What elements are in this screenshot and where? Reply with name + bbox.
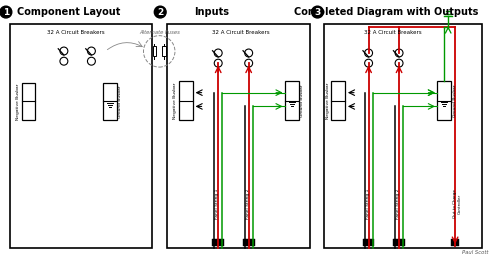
Text: 1: 1	[3, 8, 9, 17]
Bar	[285, 81, 299, 120]
Text: Ground Busbar: Ground Busbar	[300, 84, 304, 117]
Bar	[451, 239, 455, 246]
Bar	[103, 83, 117, 120]
Text: Ground Busbar: Ground Busbar	[118, 85, 122, 118]
Text: Ground Busbar: Ground Busbar	[452, 84, 456, 117]
Text: Panel String 2: Panel String 2	[246, 188, 250, 219]
Text: Alternate Fuses: Alternate Fuses	[139, 30, 179, 35]
Circle shape	[312, 6, 324, 18]
Text: 32 A Circuit Breakers: 32 A Circuit Breakers	[212, 30, 270, 35]
Bar	[10, 24, 152, 248]
Bar	[324, 24, 482, 248]
Text: 2: 2	[157, 8, 164, 17]
Bar	[216, 239, 220, 246]
Bar	[212, 239, 216, 246]
Text: 3: 3	[314, 8, 320, 17]
Circle shape	[154, 6, 166, 18]
Text: Negative Busbar: Negative Busbar	[326, 82, 330, 119]
Bar	[438, 81, 451, 120]
Text: 32 A Circuit Breakers: 32 A Circuit Breakers	[364, 30, 422, 35]
Bar	[167, 24, 310, 248]
Bar	[243, 239, 246, 246]
Text: Panel String 1: Panel String 1	[366, 188, 370, 219]
Text: Component Layout: Component Layout	[16, 7, 120, 17]
Bar	[250, 239, 254, 246]
Bar	[162, 47, 166, 56]
Text: 32 A Circuit Breakers: 32 A Circuit Breakers	[47, 30, 104, 35]
Text: Out to Charge
Controller: Out to Charge Controller	[453, 189, 462, 218]
Bar	[152, 47, 156, 56]
Bar	[455, 239, 459, 246]
Text: Panel String 2: Panel String 2	[396, 188, 400, 219]
Bar	[397, 239, 401, 246]
Text: Negative Busbar: Negative Busbar	[174, 82, 178, 119]
Bar	[220, 239, 224, 246]
Text: Completed Diagram with Outputs: Completed Diagram with Outputs	[294, 7, 478, 17]
Bar	[370, 239, 374, 246]
Text: Paul Scott: Paul Scott	[462, 250, 488, 255]
Text: Negative Busbar: Negative Busbar	[16, 83, 20, 120]
Bar	[179, 81, 192, 120]
Bar	[366, 239, 370, 246]
Circle shape	[0, 6, 12, 18]
Bar	[393, 239, 397, 246]
Bar	[22, 83, 36, 120]
Bar	[362, 239, 366, 246]
Text: Inputs: Inputs	[194, 7, 229, 17]
Bar	[246, 239, 250, 246]
Bar	[331, 81, 345, 120]
Bar	[401, 239, 405, 246]
Text: Panel String 1: Panel String 1	[215, 188, 219, 219]
